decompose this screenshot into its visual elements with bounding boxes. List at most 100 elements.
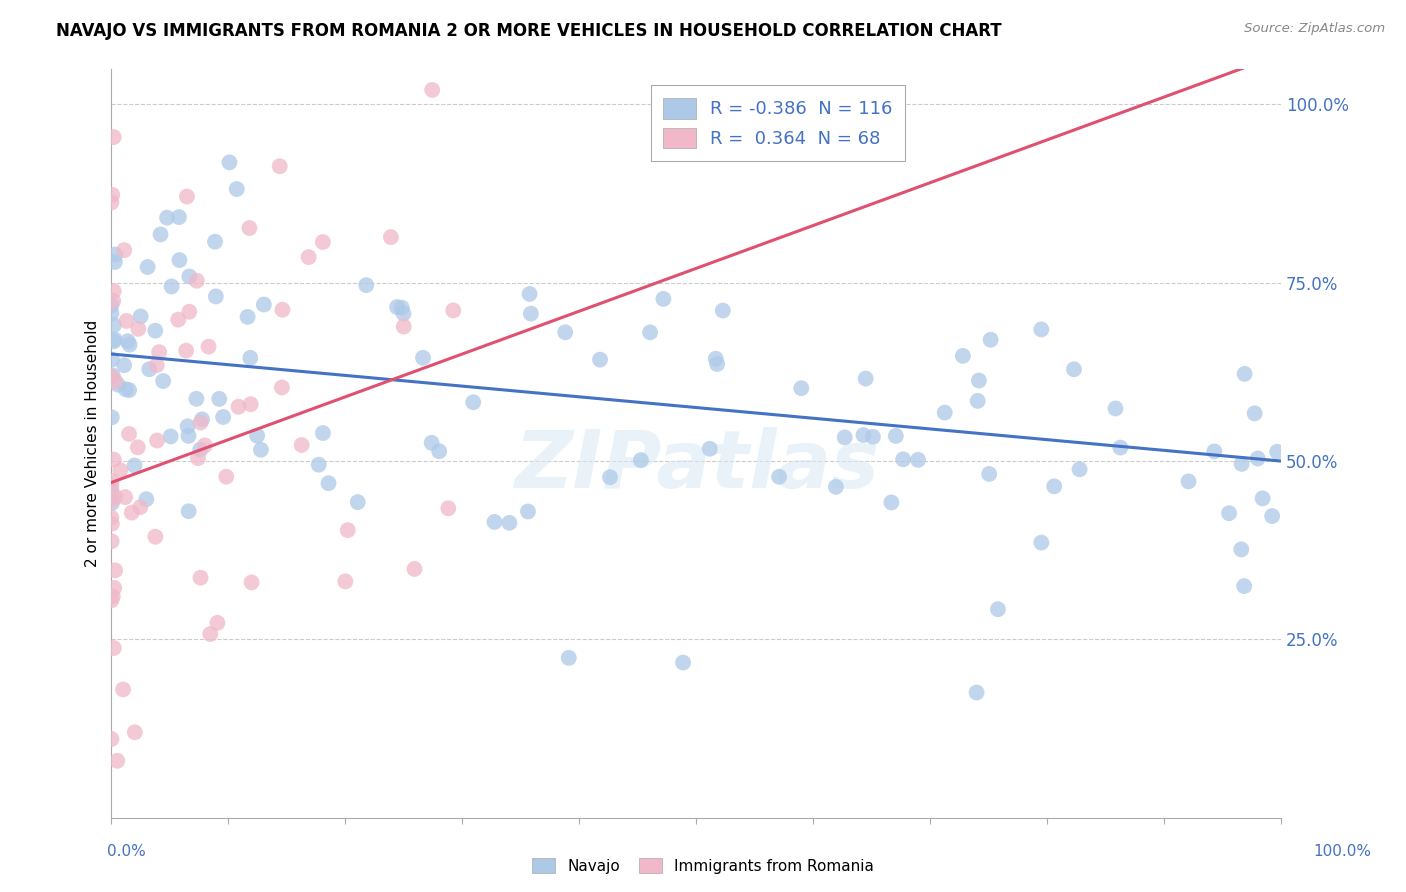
Legend: R = -0.386  N = 116, R =  0.364  N = 68: R = -0.386 N = 116, R = 0.364 N = 68	[651, 85, 905, 161]
Point	[100, 478, 122, 492]
Text: 0.0%: 0.0%	[107, 845, 146, 859]
Text: Source: ZipAtlas.com: Source: ZipAtlas.com	[1244, 22, 1385, 36]
Point	[1218, 506, 1240, 520]
Point	[114, 490, 136, 504]
Point	[112, 358, 135, 372]
Point	[1265, 444, 1288, 458]
Point	[148, 345, 170, 359]
Point	[354, 278, 377, 293]
Point	[159, 429, 181, 443]
Point	[404, 562, 426, 576]
Point	[437, 501, 460, 516]
Point	[176, 419, 198, 434]
Point	[127, 440, 149, 454]
Point	[1204, 444, 1226, 458]
Point	[200, 627, 222, 641]
Point	[103, 452, 125, 467]
Point	[427, 444, 450, 458]
Point	[156, 211, 179, 225]
Point	[174, 343, 197, 358]
Point	[790, 381, 813, 395]
Point	[1230, 542, 1253, 557]
Point	[118, 383, 141, 397]
Point	[979, 467, 1001, 481]
Point	[169, 253, 191, 268]
Text: 100.0%: 100.0%	[1313, 845, 1372, 859]
Point	[104, 247, 127, 261]
Point	[412, 351, 434, 365]
Point	[100, 534, 122, 549]
Point	[207, 615, 229, 630]
Point	[238, 221, 260, 235]
Point	[110, 463, 132, 477]
Point	[1177, 475, 1199, 489]
Point	[118, 337, 141, 351]
Point	[1230, 457, 1253, 471]
Text: NAVAJO VS IMMIGRANTS FROM ROMANIA 2 OR MORE VEHICLES IN HOUSEHOLD CORRELATION CH: NAVAJO VS IMMIGRANTS FROM ROMANIA 2 OR M…	[56, 22, 1002, 40]
Point	[215, 469, 238, 483]
Legend: Navajo, Immigrants from Romania: Navajo, Immigrants from Romania	[526, 852, 880, 880]
Point	[104, 490, 127, 504]
Point	[1069, 462, 1091, 476]
Point	[100, 492, 122, 507]
Point	[179, 304, 201, 318]
Point	[834, 430, 856, 444]
Point	[967, 374, 990, 388]
Point	[318, 476, 340, 491]
Point	[101, 187, 124, 202]
Point	[862, 430, 884, 444]
Point	[101, 410, 124, 425]
Point	[228, 400, 250, 414]
Point	[117, 334, 139, 349]
Point	[104, 333, 127, 347]
Point	[1109, 441, 1132, 455]
Point	[135, 492, 157, 507]
Point	[205, 289, 228, 303]
Point	[880, 495, 903, 509]
Point	[103, 581, 125, 595]
Point	[250, 442, 273, 457]
Point	[271, 302, 294, 317]
Point	[186, 274, 208, 288]
Point	[391, 301, 413, 315]
Point	[101, 368, 124, 383]
Point	[145, 358, 167, 372]
Point	[177, 429, 200, 443]
Point	[100, 474, 122, 488]
Point	[966, 685, 988, 699]
Point	[519, 287, 541, 301]
Point	[100, 731, 122, 746]
Point	[630, 453, 652, 467]
Point	[240, 575, 263, 590]
Point	[149, 227, 172, 242]
Point	[101, 293, 124, 308]
Point	[269, 159, 291, 173]
Point	[186, 392, 208, 406]
Point	[187, 451, 209, 466]
Y-axis label: 2 or more Vehicles in Household: 2 or more Vehicles in Household	[86, 319, 100, 566]
Point	[952, 349, 974, 363]
Point	[101, 516, 124, 531]
Point	[115, 314, 138, 328]
Point	[1247, 451, 1270, 466]
Point	[143, 324, 166, 338]
Point	[129, 500, 152, 515]
Point	[336, 523, 359, 537]
Point	[246, 428, 269, 442]
Point	[167, 210, 190, 224]
Point	[101, 590, 124, 604]
Point	[239, 397, 262, 411]
Point	[271, 380, 294, 394]
Point	[218, 155, 240, 169]
Point	[103, 130, 125, 145]
Point	[980, 333, 1002, 347]
Point	[1233, 367, 1256, 381]
Point	[194, 438, 217, 452]
Point	[638, 326, 661, 340]
Point	[907, 453, 929, 467]
Point	[190, 416, 212, 430]
Point	[554, 326, 576, 340]
Point	[225, 182, 247, 196]
Point	[138, 362, 160, 376]
Point	[100, 195, 122, 210]
